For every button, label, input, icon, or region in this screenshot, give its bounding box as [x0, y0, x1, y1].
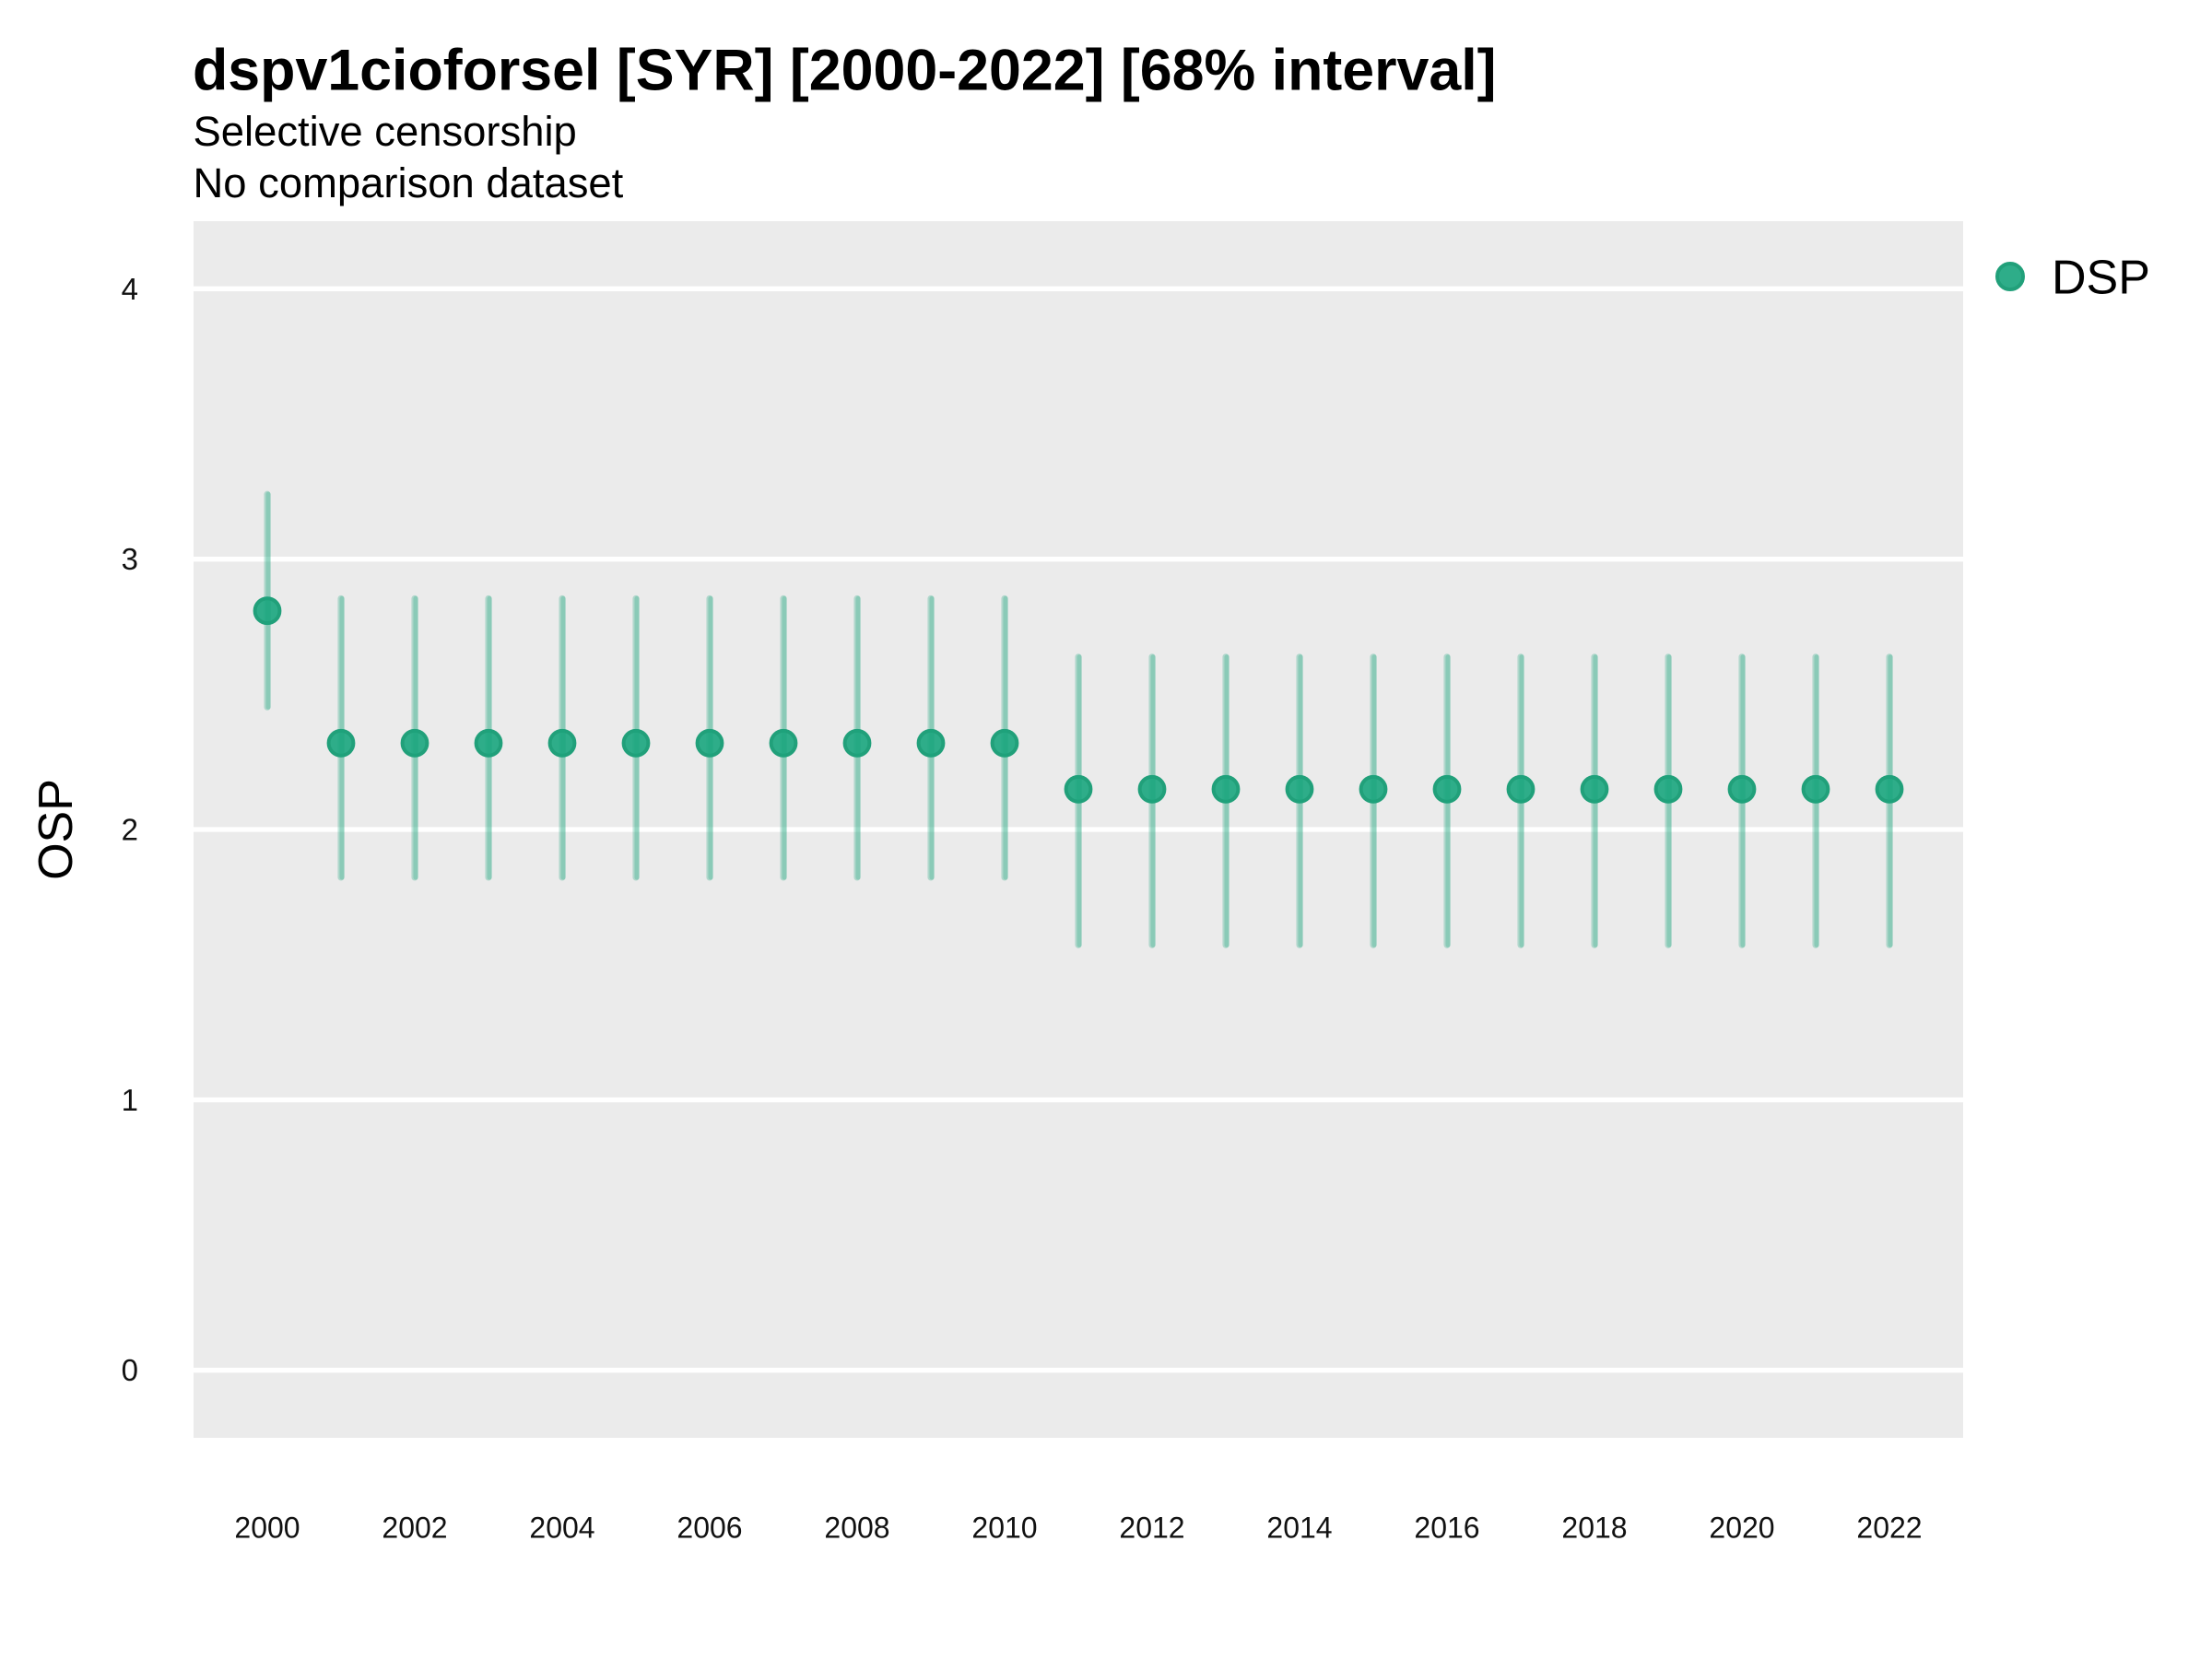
svg-text:2018: 2018 [1561, 1512, 1627, 1545]
svg-text:2016: 2016 [1414, 1512, 1479, 1545]
svg-text:2020: 2020 [1709, 1512, 1774, 1545]
svg-text:0: 0 [122, 1353, 138, 1387]
svg-text:4: 4 [122, 272, 138, 306]
svg-text:Selective censorship: Selective censorship [194, 108, 577, 155]
svg-text:No comparison dataset: No comparison dataset [194, 159, 624, 206]
svg-text:2000: 2000 [234, 1512, 300, 1545]
svg-text:2014: 2014 [1266, 1512, 1332, 1545]
svg-text:2010: 2010 [971, 1512, 1037, 1545]
svg-text:1: 1 [122, 1083, 138, 1117]
svg-text:2002: 2002 [382, 1512, 447, 1545]
svg-text:2: 2 [122, 813, 138, 847]
svg-text:OSP: OSP [29, 779, 83, 880]
svg-text:2006: 2006 [677, 1512, 742, 1545]
svg-text:3: 3 [122, 542, 138, 576]
svg-text:2008: 2008 [824, 1512, 889, 1545]
svg-text:DSP: DSP [2052, 252, 2150, 305]
svg-text:2004: 2004 [529, 1512, 594, 1545]
svg-text:dspv1cioforsel [SYR] [2000-202: dspv1cioforsel [SYR] [2000-2022] [68% in… [193, 39, 1497, 103]
svg-text:2012: 2012 [1119, 1512, 1184, 1545]
svg-text:2022: 2022 [1856, 1512, 1922, 1545]
